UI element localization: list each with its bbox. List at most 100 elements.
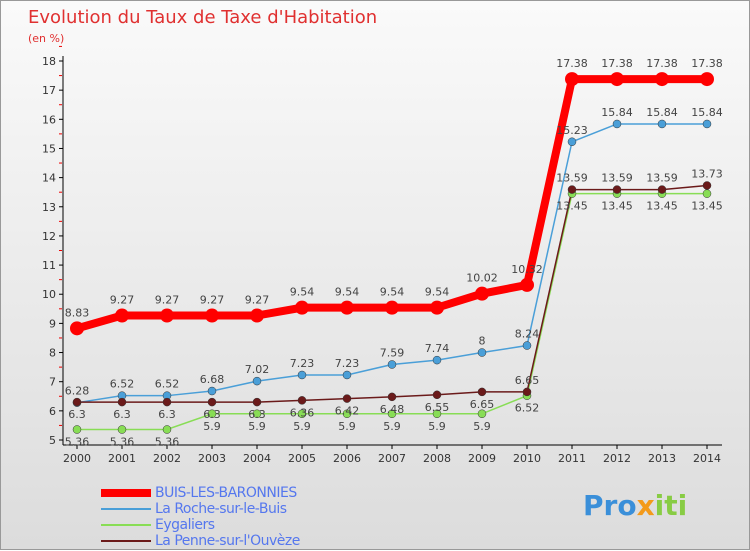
data-point [342,370,352,380]
data-point [655,72,669,87]
logo-part: Pro [583,489,637,522]
data-label: 13.45 [601,200,633,213]
data-label: 6.28 [65,385,90,398]
data-label: 13.45 [646,200,678,213]
x-tick-label: 2011 [558,452,586,465]
chart-title: Evolution du Taux de Taxe d'Habitation [28,7,378,28]
x-tick-label: 2008 [423,452,451,465]
data-point [340,300,354,315]
data-label: 17.38 [691,57,723,70]
data-point [522,341,532,350]
data-label: 6.55 [425,401,450,414]
data-point [117,425,127,434]
data-label: 13.59 [556,172,588,185]
data-point [702,119,712,129]
data-point [612,185,622,194]
data-point [207,386,217,396]
data-label: 15.23 [556,124,588,137]
data-label: 9.27 [155,294,180,307]
data-point [567,137,577,147]
data-point [567,185,577,194]
data-point [565,72,579,87]
legend-item: BUIS-LES-BARONNIES [101,485,300,501]
data-label: 6.3 [203,408,221,421]
data-point [657,185,667,194]
data-label: 15.84 [601,106,633,119]
data-label: 5.9 [428,420,446,433]
y-tick-label: 5 [49,434,56,447]
data-label: 7.23 [290,357,315,370]
data-point [387,392,397,402]
y-tick-label: 7 [49,376,56,389]
data-point [387,409,397,419]
legend-label: BUIS-LES-BARONNIES [155,485,297,501]
legend-item: La Roche-sur-le-Buis [101,501,300,517]
data-label: 6.42 [335,405,360,418]
data-point [702,189,712,198]
data-label: 13.45 [556,200,588,213]
data-point [250,308,264,323]
data-label: 13.45 [691,200,723,213]
data-point [522,387,532,397]
data-label: 6.3 [113,408,131,421]
y-tick-label: 15 [42,142,56,155]
chart-subtitle: (en %) [28,32,65,45]
data-label: 6.3 [68,408,86,421]
x-tick-label: 2005 [288,452,316,465]
data-point [342,409,352,419]
data-point [297,370,307,380]
data-point [207,397,217,407]
data-label: 9.54 [290,286,315,299]
data-point [430,300,444,315]
legend-swatch [101,489,151,497]
data-point [657,119,667,129]
data-point [295,300,309,315]
x-tick-label: 2002 [153,452,181,465]
data-label: 6.36 [290,406,315,419]
y-tick-label: 11 [42,259,56,272]
logo-part: iti [654,489,688,522]
data-point [387,360,397,369]
data-label: 5.36 [65,436,90,449]
data-label: 9.54 [425,286,450,299]
data-point [162,425,172,434]
data-label: 7.02 [245,363,270,376]
x-tick-label: 2004 [243,452,271,465]
data-point [477,348,487,357]
data-point [432,390,442,400]
x-tick-label: 2009 [468,452,496,465]
data-point [162,397,172,407]
data-label: 15.84 [691,106,723,119]
data-point [70,321,84,336]
legend-item: Eygaliers [101,517,300,533]
x-tick-label: 2012 [603,452,631,465]
data-point [702,181,712,190]
data-label: 5.9 [338,420,356,433]
data-point [160,308,174,323]
data-label: 17.38 [556,57,588,70]
data-label: 9.54 [335,286,360,299]
y-tick-label: 14 [42,172,56,185]
x-tick-label: 2000 [63,452,91,465]
data-point [252,409,262,419]
data-label: 6.48 [380,403,405,416]
data-label: 8.83 [65,306,90,319]
data-label: 6.52 [515,402,540,415]
data-label: 13.59 [646,172,678,185]
y-tick-label: 6 [49,405,56,418]
data-point [612,119,622,129]
data-label: 7.74 [425,342,450,355]
data-point [610,72,624,87]
logo-part: x [636,489,655,522]
x-tick-label: 2007 [378,452,406,465]
data-point [432,355,442,365]
x-tick-label: 2014 [693,452,721,465]
data-label: 6.65 [515,374,540,387]
x-tick-label: 2003 [198,452,226,465]
data-label: 10.02 [466,272,498,285]
data-label: 5.9 [203,420,221,433]
legend-item: La Penne-sur-l'Ouvèze [101,533,300,549]
y-tick-label: 17 [42,84,56,97]
x-tick-label: 2006 [333,452,361,465]
